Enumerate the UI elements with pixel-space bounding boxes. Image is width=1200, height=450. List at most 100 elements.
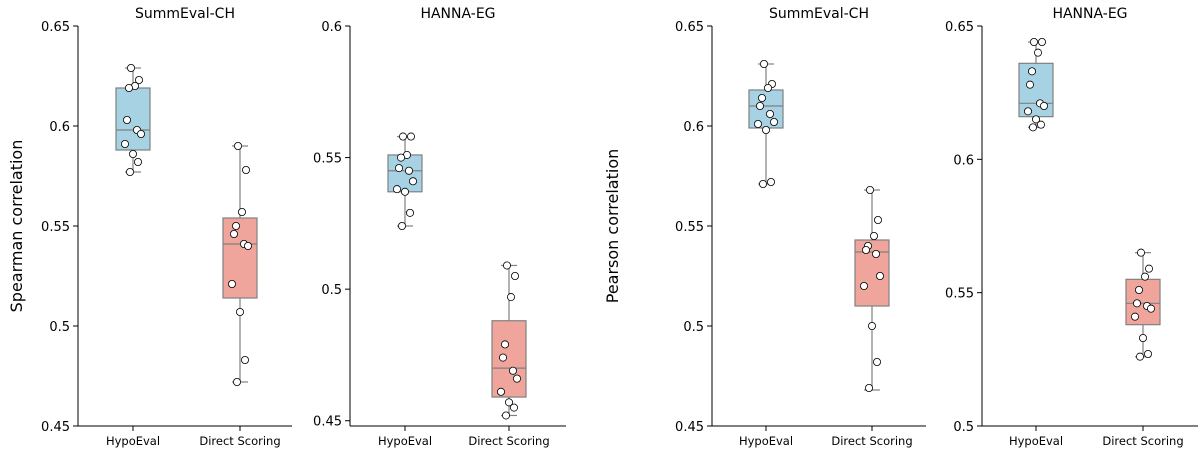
y-axis-label: Spearman correlation [7, 140, 26, 313]
y-tick-label: 0.5 [953, 420, 974, 435]
data-point [229, 229, 238, 238]
data-point [397, 221, 406, 230]
y-tick-label: 0.45 [313, 415, 342, 430]
data-point [1026, 80, 1035, 89]
data-point [872, 249, 881, 258]
y-tick-label: 0.45 [675, 420, 704, 435]
data-point [400, 187, 409, 196]
data-point [865, 383, 874, 392]
data-point [500, 340, 509, 349]
box [854, 239, 890, 307]
y-tick-label: 0.65 [945, 20, 974, 35]
data-point [1135, 285, 1144, 294]
data-point [501, 411, 510, 420]
data-point [767, 177, 776, 186]
data-point [392, 185, 401, 194]
data-point [764, 84, 773, 93]
data-point [133, 157, 142, 166]
y-tick-label: 0.5 [683, 320, 704, 335]
data-point [498, 353, 507, 362]
data-point [760, 60, 769, 69]
data-point [408, 177, 417, 186]
subplot-4: HANNA-EG 0.5 0.55 0.6 0.65 HypoEval Direct Sco… [945, 6, 1198, 448]
subplot-2: HANNA-EG 0.45 0.5 0.55 0.6 HypoEval Direct Sco… [313, 6, 566, 448]
data-point [510, 271, 519, 280]
data-point [508, 366, 517, 375]
y-tick-label: 0.5 [321, 283, 342, 298]
y-tick-label: 0.6 [953, 153, 974, 168]
data-point [1034, 48, 1043, 57]
data-point [502, 261, 511, 270]
data-point [509, 403, 518, 412]
x-tick-label: Direct Scoring [468, 434, 549, 448]
data-point [1028, 67, 1037, 76]
data-point [128, 149, 137, 158]
box [1125, 278, 1161, 326]
data-point [136, 129, 145, 138]
y-tick-label: 0.6 [321, 20, 342, 35]
data-point [134, 76, 143, 85]
y-tick-label: 0.6 [683, 120, 704, 135]
data-point [1133, 299, 1142, 308]
data-point [396, 153, 405, 162]
series-hypoeval [387, 132, 423, 230]
data-point [870, 231, 879, 240]
data-point [754, 120, 763, 129]
series-hypoeval [115, 64, 151, 176]
y-tick-label: 0.55 [41, 220, 70, 235]
data-point [233, 141, 242, 150]
data-point [126, 167, 135, 176]
series-direct-scoring [491, 261, 527, 420]
data-point [404, 166, 413, 175]
data-point [513, 374, 522, 383]
y-tick-label: 0.65 [41, 20, 70, 35]
data-point [759, 179, 768, 188]
data-point [506, 293, 515, 302]
data-point [1147, 304, 1156, 313]
subplot-1: SummEval-CH Spearman correlation 0.45 0.5 0.… [7, 6, 292, 448]
data-point [1144, 349, 1153, 358]
data-point [240, 355, 249, 364]
x-tick-label: Direct Scoring [1102, 434, 1183, 448]
box [1018, 62, 1054, 118]
box [222, 217, 258, 299]
data-point [862, 245, 871, 254]
x-tick-label: Direct Scoring [831, 434, 912, 448]
data-point [1137, 248, 1146, 257]
data-point [231, 221, 240, 230]
x-tick-label: HypoEval [739, 434, 793, 448]
data-point [1145, 264, 1154, 273]
series-hypoeval [748, 60, 784, 188]
data-point [241, 165, 250, 174]
data-point [405, 208, 414, 217]
box [387, 154, 423, 193]
x-tick-label: HypoEval [1009, 434, 1063, 448]
subplot-title: HANNA-EG [1052, 6, 1127, 22]
data-point [406, 132, 415, 141]
data-point [758, 94, 767, 103]
box [115, 87, 151, 151]
data-point [496, 387, 505, 396]
data-point [394, 164, 403, 173]
data-point [125, 84, 134, 93]
data-point [232, 377, 241, 386]
data-point [1131, 312, 1140, 321]
x-tick-label: HypoEval [106, 434, 160, 448]
data-point [237, 207, 246, 216]
subplot-title: HANNA-EG [420, 6, 495, 22]
subplot-title: SummEval-CH [135, 6, 235, 22]
y-tick-label: 0.45 [41, 420, 70, 435]
y-tick-label: 0.5 [49, 320, 70, 335]
data-point [398, 132, 407, 141]
data-point [874, 215, 883, 224]
data-point [1141, 272, 1150, 281]
y-tick-label: 0.6 [49, 120, 70, 135]
data-point [868, 321, 877, 330]
data-point [235, 307, 244, 316]
data-point [1139, 333, 1148, 342]
data-point [876, 271, 885, 280]
data-point [866, 185, 875, 194]
data-point [504, 398, 513, 407]
data-point [770, 118, 779, 127]
